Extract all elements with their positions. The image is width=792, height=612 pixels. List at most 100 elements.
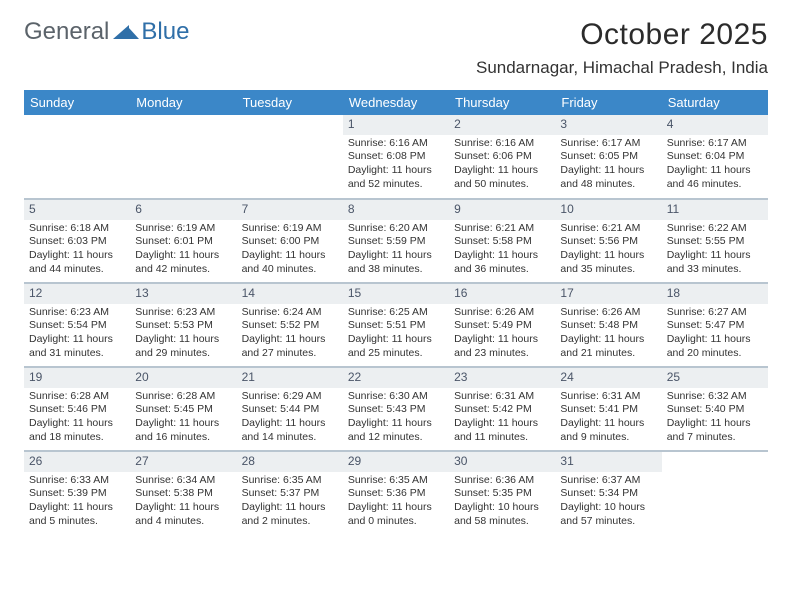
day-content: Sunrise: 6:17 AMSunset: 6:05 PMDaylight:… <box>555 135 661 195</box>
day-content: Sunrise: 6:35 AMSunset: 5:37 PMDaylight:… <box>237 472 343 532</box>
sunrise-line: Sunrise: 6:26 AM <box>454 306 550 320</box>
calendar-empty-cell <box>662 451 768 535</box>
calendar-day-cell: 15Sunrise: 6:25 AMSunset: 5:51 PMDayligh… <box>343 283 449 367</box>
day-number: 22 <box>343 368 449 388</box>
daylight-line: Daylight: 11 hours and 31 minutes. <box>29 333 125 360</box>
day-number: 26 <box>24 452 130 472</box>
daylight-line: Daylight: 11 hours and 27 minutes. <box>242 333 338 360</box>
sunrise-line: Sunrise: 6:16 AM <box>454 137 550 151</box>
day-number: 3 <box>555 115 661 135</box>
calendar-day-cell: 16Sunrise: 6:26 AMSunset: 5:49 PMDayligh… <box>449 283 555 367</box>
daylight-line: Daylight: 11 hours and 0 minutes. <box>348 501 444 528</box>
calendar-day-cell: 7Sunrise: 6:19 AMSunset: 6:00 PMDaylight… <box>237 199 343 283</box>
calendar-day-cell: 6Sunrise: 6:19 AMSunset: 6:01 PMDaylight… <box>130 199 236 283</box>
daylight-line: Daylight: 11 hours and 52 minutes. <box>348 164 444 191</box>
day-number: 18 <box>662 284 768 304</box>
daylight-line: Daylight: 11 hours and 33 minutes. <box>667 249 763 276</box>
sunrise-line: Sunrise: 6:17 AM <box>560 137 656 151</box>
day-content: Sunrise: 6:18 AMSunset: 6:03 PMDaylight:… <box>24 220 130 280</box>
day-number: 4 <box>662 115 768 135</box>
day-number: 20 <box>130 368 236 388</box>
calendar-empty-cell <box>237 115 343 199</box>
day-number: 27 <box>130 452 236 472</box>
day-content: Sunrise: 6:17 AMSunset: 6:04 PMDaylight:… <box>662 135 768 195</box>
day-number: 28 <box>237 452 343 472</box>
day-number: 29 <box>343 452 449 472</box>
day-content: Sunrise: 6:24 AMSunset: 5:52 PMDaylight:… <box>237 304 343 364</box>
day-number: 9 <box>449 200 555 220</box>
day-number: 25 <box>662 368 768 388</box>
calendar-empty-cell <box>130 115 236 199</box>
sunset-line: Sunset: 5:41 PM <box>560 403 656 417</box>
daylight-line: Daylight: 11 hours and 48 minutes. <box>560 164 656 191</box>
daylight-line: Daylight: 11 hours and 5 minutes. <box>29 501 125 528</box>
sunset-line: Sunset: 5:43 PM <box>348 403 444 417</box>
calendar-day-cell: 19Sunrise: 6:28 AMSunset: 5:46 PMDayligh… <box>24 367 130 451</box>
day-content: Sunrise: 6:32 AMSunset: 5:40 PMDaylight:… <box>662 388 768 448</box>
day-number: 1 <box>343 115 449 135</box>
sunset-line: Sunset: 5:53 PM <box>135 319 231 333</box>
daylight-line: Daylight: 11 hours and 44 minutes. <box>29 249 125 276</box>
sunset-line: Sunset: 6:04 PM <box>667 150 763 164</box>
day-content: Sunrise: 6:20 AMSunset: 5:59 PMDaylight:… <box>343 220 449 280</box>
sunset-line: Sunset: 5:45 PM <box>135 403 231 417</box>
sunset-line: Sunset: 6:03 PM <box>29 235 125 249</box>
day-number: 5 <box>24 200 130 220</box>
sunrise-line: Sunrise: 6:16 AM <box>348 137 444 151</box>
daylight-line: Daylight: 11 hours and 36 minutes. <box>454 249 550 276</box>
day-content: Sunrise: 6:29 AMSunset: 5:44 PMDaylight:… <box>237 388 343 448</box>
sunset-line: Sunset: 5:37 PM <box>242 487 338 501</box>
day-content: Sunrise: 6:35 AMSunset: 5:36 PMDaylight:… <box>343 472 449 532</box>
calendar-day-cell: 2Sunrise: 6:16 AMSunset: 6:06 PMDaylight… <box>449 115 555 199</box>
logo-text-general: General <box>24 18 109 46</box>
day-content: Sunrise: 6:23 AMSunset: 5:54 PMDaylight:… <box>24 304 130 364</box>
calendar-day-cell: 26Sunrise: 6:33 AMSunset: 5:39 PMDayligh… <box>24 451 130 535</box>
day-content: Sunrise: 6:19 AMSunset: 6:01 PMDaylight:… <box>130 220 236 280</box>
daylight-line: Daylight: 11 hours and 29 minutes. <box>135 333 231 360</box>
sunset-line: Sunset: 5:51 PM <box>348 319 444 333</box>
calendar-day-cell: 25Sunrise: 6:32 AMSunset: 5:40 PMDayligh… <box>662 367 768 451</box>
daylight-line: Daylight: 11 hours and 7 minutes. <box>667 417 763 444</box>
sunrise-line: Sunrise: 6:30 AM <box>348 390 444 404</box>
day-number: 8 <box>343 200 449 220</box>
logo-text-blue: Blue <box>141 18 189 46</box>
sunset-line: Sunset: 5:49 PM <box>454 319 550 333</box>
day-content: Sunrise: 6:16 AMSunset: 6:08 PMDaylight:… <box>343 135 449 195</box>
calendar-day-cell: 28Sunrise: 6:35 AMSunset: 5:37 PMDayligh… <box>237 451 343 535</box>
day-number: 23 <box>449 368 555 388</box>
sunset-line: Sunset: 5:44 PM <box>242 403 338 417</box>
daylight-line: Daylight: 11 hours and 42 minutes. <box>135 249 231 276</box>
weekday-header: Saturday <box>662 90 768 115</box>
calendar-day-cell: 18Sunrise: 6:27 AMSunset: 5:47 PMDayligh… <box>662 283 768 367</box>
sunrise-line: Sunrise: 6:37 AM <box>560 474 656 488</box>
calendar-day-cell: 5Sunrise: 6:18 AMSunset: 6:03 PMDaylight… <box>24 199 130 283</box>
calendar-day-cell: 27Sunrise: 6:34 AMSunset: 5:38 PMDayligh… <box>130 451 236 535</box>
calendar-week-row: 26Sunrise: 6:33 AMSunset: 5:39 PMDayligh… <box>24 451 768 535</box>
daylight-line: Daylight: 11 hours and 12 minutes. <box>348 417 444 444</box>
logo-triangle-icon <box>113 25 139 39</box>
sunset-line: Sunset: 5:46 PM <box>29 403 125 417</box>
calendar-day-cell: 29Sunrise: 6:35 AMSunset: 5:36 PMDayligh… <box>343 451 449 535</box>
sunset-line: Sunset: 6:05 PM <box>560 150 656 164</box>
day-content: Sunrise: 6:22 AMSunset: 5:55 PMDaylight:… <box>662 220 768 280</box>
calendar-day-cell: 3Sunrise: 6:17 AMSunset: 6:05 PMDaylight… <box>555 115 661 199</box>
calendar-day-cell: 4Sunrise: 6:17 AMSunset: 6:04 PMDaylight… <box>662 115 768 199</box>
day-content: Sunrise: 6:33 AMSunset: 5:39 PMDaylight:… <box>24 472 130 532</box>
sunrise-line: Sunrise: 6:22 AM <box>667 222 763 236</box>
day-number: 19 <box>24 368 130 388</box>
calendar-day-cell: 24Sunrise: 6:31 AMSunset: 5:41 PMDayligh… <box>555 367 661 451</box>
day-number: 2 <box>449 115 555 135</box>
sunset-line: Sunset: 5:55 PM <box>667 235 763 249</box>
sunrise-line: Sunrise: 6:36 AM <box>454 474 550 488</box>
sunset-line: Sunset: 6:08 PM <box>348 150 444 164</box>
sunrise-line: Sunrise: 6:23 AM <box>29 306 125 320</box>
day-content: Sunrise: 6:36 AMSunset: 5:35 PMDaylight:… <box>449 472 555 532</box>
day-number: 13 <box>130 284 236 304</box>
day-number: 24 <box>555 368 661 388</box>
daylight-line: Daylight: 11 hours and 40 minutes. <box>242 249 338 276</box>
day-number: 16 <box>449 284 555 304</box>
sunset-line: Sunset: 6:00 PM <box>242 235 338 249</box>
daylight-line: Daylight: 11 hours and 20 minutes. <box>667 333 763 360</box>
calendar-body: 1Sunrise: 6:16 AMSunset: 6:08 PMDaylight… <box>24 115 768 535</box>
day-content: Sunrise: 6:31 AMSunset: 5:42 PMDaylight:… <box>449 388 555 448</box>
